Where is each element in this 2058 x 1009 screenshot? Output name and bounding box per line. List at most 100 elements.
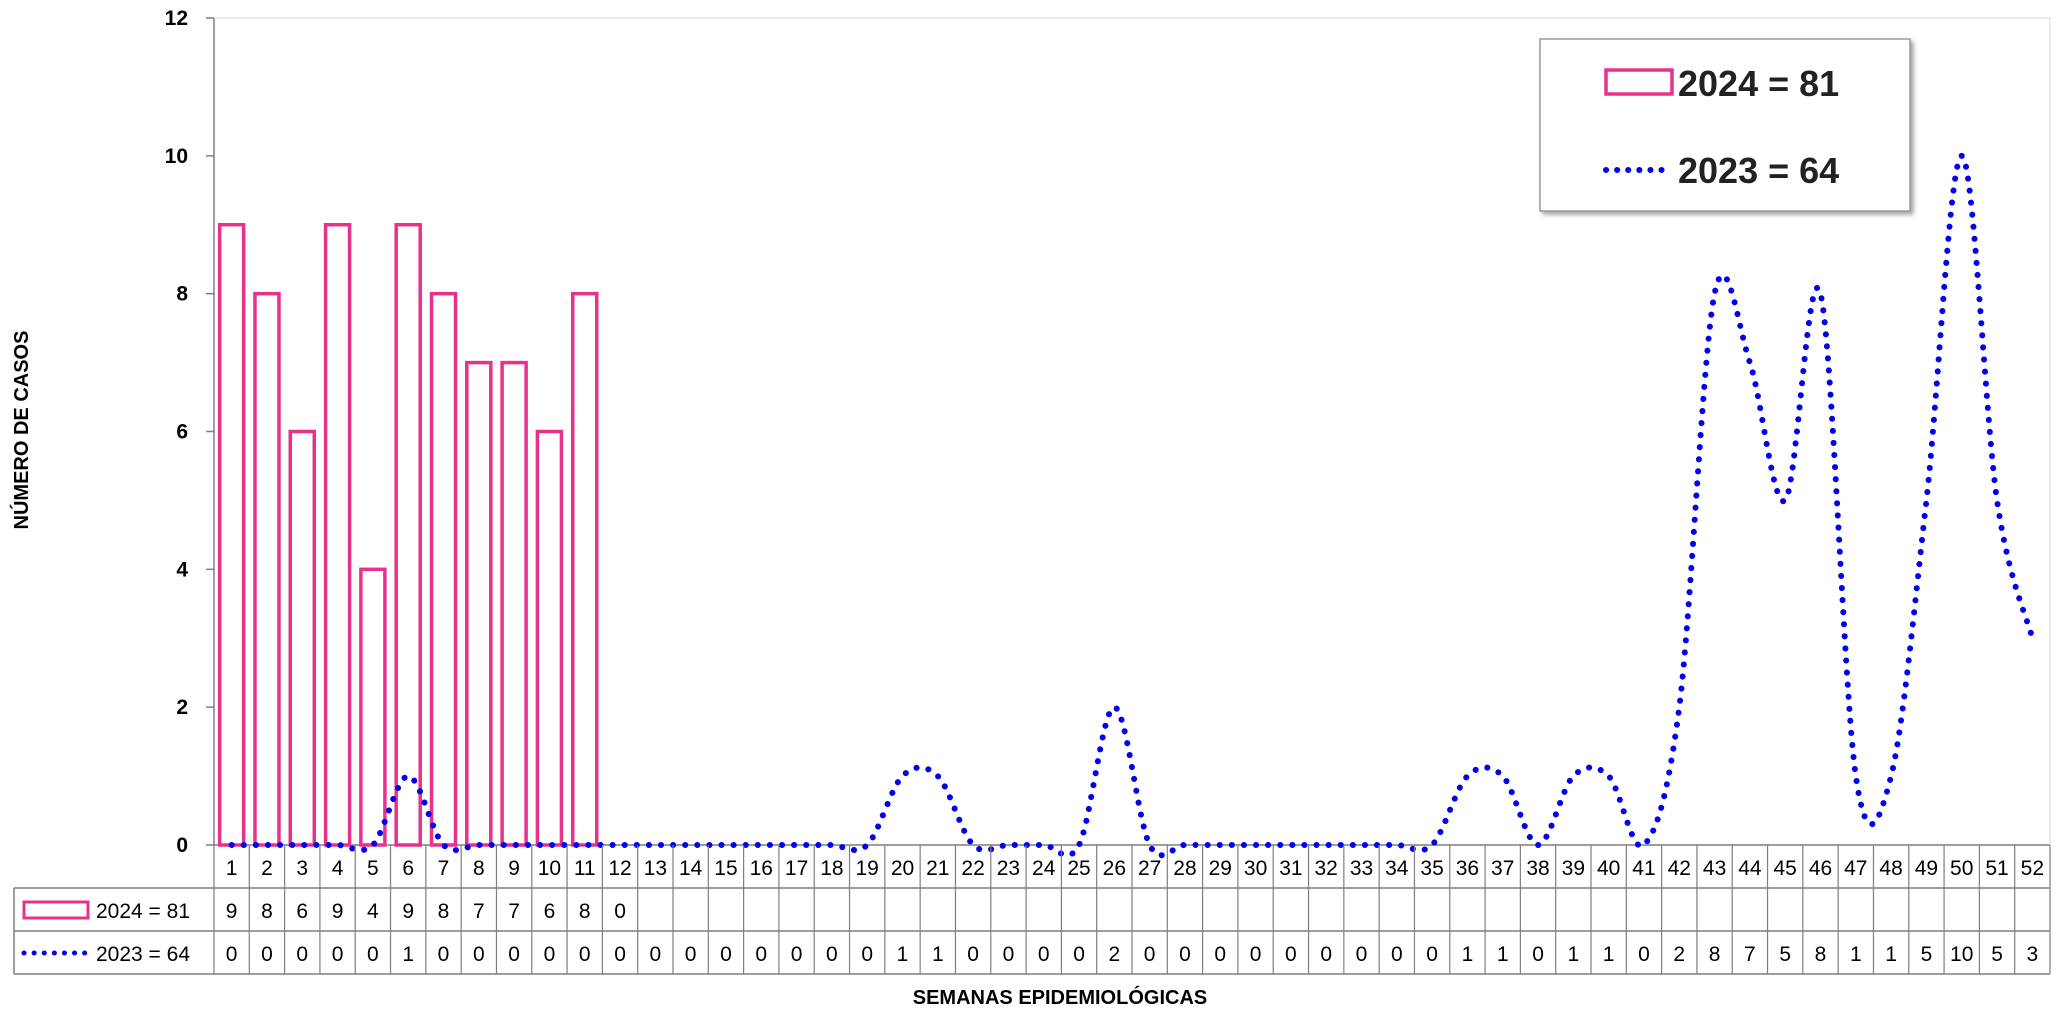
- x-tick-label: 8: [473, 857, 485, 880]
- x-tick-label: 11: [574, 857, 596, 880]
- row-label-2024: 2024 = 81: [96, 900, 190, 923]
- y-tick-label: 4: [176, 558, 188, 581]
- data-label-2024: 7: [508, 900, 520, 923]
- legend-key-2024: [1604, 68, 1674, 96]
- x-tick-label: 49: [1915, 857, 1938, 880]
- x-tick-label: 40: [1597, 857, 1620, 880]
- data-label-2024: 7: [473, 900, 485, 923]
- data-label-2023: 0: [1391, 943, 1403, 966]
- x-tick-label: 15: [714, 857, 737, 880]
- data-label-2023: 1: [1462, 943, 1474, 966]
- x-tick-label: 5: [367, 857, 379, 880]
- x-tick-label: 52: [2021, 857, 2044, 880]
- data-label-2023: 5: [1991, 943, 2003, 966]
- data-label-2023: 0: [1144, 943, 1156, 966]
- y-tick-label: 2: [176, 696, 188, 719]
- data-label-2024: 9: [332, 900, 344, 923]
- data-label-2023: 0: [1073, 943, 1085, 966]
- x-tick-label: 39: [1562, 857, 1585, 880]
- x-tick-label: 25: [1067, 857, 1090, 880]
- legend-label-2023: 2023 = 64: [1678, 150, 1839, 191]
- data-label-2023: 8: [1709, 943, 1721, 966]
- x-tick-label: 13: [644, 857, 667, 880]
- x-tick-label: 23: [997, 857, 1020, 880]
- x-tick-label: 14: [679, 857, 703, 880]
- x-tick-label: 21: [926, 857, 949, 880]
- x-tick-label: 22: [961, 857, 984, 880]
- x-tick-label: 47: [1844, 857, 1867, 880]
- x-tick-label: 35: [1420, 857, 1443, 880]
- x-tick-label: 34: [1385, 857, 1409, 880]
- data-label-2023: 0: [755, 943, 767, 966]
- data-label-2024: 0: [614, 900, 626, 923]
- data-label-2023: 8: [1815, 943, 1827, 966]
- x-tick-label: 33: [1350, 857, 1373, 880]
- data-label-2023: 1: [1603, 943, 1615, 966]
- x-tick-label: 31: [1279, 857, 1302, 880]
- x-tick-label: 48: [1879, 857, 1902, 880]
- x-tick-label: 6: [402, 857, 414, 880]
- bar-2024: [394, 223, 422, 847]
- x-tick-label: 38: [1526, 857, 1549, 880]
- data-label-2024: 4: [367, 900, 379, 923]
- x-tick-label: 2: [261, 857, 273, 880]
- data-label-2023: 0: [332, 943, 344, 966]
- x-tick-label: 10: [538, 857, 561, 880]
- y-tick-label: 12: [165, 7, 188, 30]
- x-tick-label: 51: [1985, 857, 2008, 880]
- x-tick-label: 7: [438, 857, 450, 880]
- data-label-2023: 0: [1638, 943, 1650, 966]
- x-tick-label: 28: [1173, 857, 1196, 880]
- x-axis-title: SEMANAS EPIDEMIOLÓGICAS: [913, 985, 1207, 1009]
- data-label-2023: 1: [897, 943, 909, 966]
- x-tick-label: 16: [750, 857, 773, 880]
- data-label-2023: 0: [367, 943, 379, 966]
- data-label-2024: 6: [296, 900, 308, 923]
- x-tick-label: 37: [1491, 857, 1514, 880]
- data-label-2023: 0: [1320, 943, 1332, 966]
- x-tick-label: 19: [856, 857, 879, 880]
- data-label-2023: 0: [1285, 943, 1297, 966]
- data-label-2023: 7: [1744, 943, 1756, 966]
- data-label-2024: 8: [261, 900, 273, 923]
- x-tick-label: 20: [891, 857, 914, 880]
- data-label-2023: 1: [1497, 943, 1509, 966]
- data-label-2023: 0: [1038, 943, 1050, 966]
- x-tick-label: 9: [508, 857, 520, 880]
- x-tick-label: 4: [332, 857, 344, 880]
- data-label-2023: 0: [579, 943, 591, 966]
- x-tick-label: 1: [226, 857, 238, 880]
- data-label-2023: 1: [402, 943, 414, 966]
- data-label-2023: 0: [1214, 943, 1226, 966]
- data-label-2024: 9: [402, 900, 414, 923]
- bar-2024: [359, 567, 387, 847]
- x-tick-label: 43: [1703, 857, 1726, 880]
- y-tick-label: 6: [176, 421, 188, 444]
- data-label-2023: 5: [1779, 943, 1791, 966]
- data-label-2023: 0: [685, 943, 697, 966]
- data-label-2024: 8: [438, 900, 450, 923]
- data-label-2024: 9: [226, 900, 238, 923]
- data-label-2023: 0: [261, 943, 273, 966]
- x-tick-label: 46: [1809, 857, 1832, 880]
- x-tick-label: 18: [820, 857, 843, 880]
- data-label-2023: 1: [1885, 943, 1897, 966]
- data-label-2023: 0: [1003, 943, 1015, 966]
- data-label-2023: 0: [1426, 943, 1438, 966]
- data-label-2023: 0: [226, 943, 238, 966]
- data-label-2023: 0: [508, 943, 520, 966]
- data-label-2023: 0: [1250, 943, 1262, 966]
- data-label-2023: 0: [1532, 943, 1544, 966]
- x-tick-label: 42: [1668, 857, 1691, 880]
- legend-box: [1539, 38, 1911, 212]
- x-tick-label: 12: [608, 857, 631, 880]
- y-axis-title: NÚMERO DE CASOS: [9, 331, 33, 530]
- data-label-2024: 8: [579, 900, 591, 923]
- data-label-2023: 1: [1850, 943, 1862, 966]
- x-tick-label: 32: [1315, 857, 1338, 880]
- bar-2024: [323, 223, 352, 847]
- row-key-2024: [22, 900, 90, 920]
- y-tick-label: 10: [165, 145, 188, 168]
- x-tick-label: 27: [1138, 857, 1161, 880]
